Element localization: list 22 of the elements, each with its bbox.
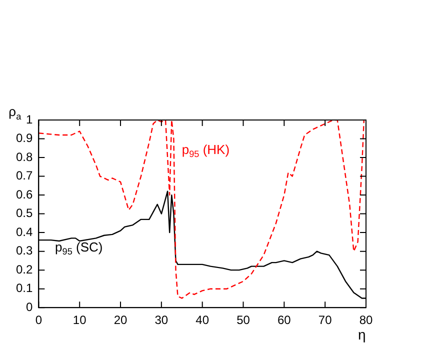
x-tick-label: 70 (318, 313, 332, 328)
y-tick-label: 0.8 (16, 150, 33, 164)
y-tick-label: 0.6 (16, 187, 33, 202)
x-tick-label: 10 (72, 313, 87, 328)
x-tick-label: 60 (277, 313, 292, 328)
y-tick-label: 0.4 (16, 224, 33, 239)
x-tick-label: 30 (154, 313, 168, 328)
x-tick-label: 50 (236, 313, 250, 328)
y-tick-label: 0.7 (16, 168, 33, 183)
y-tick-label: 0.5 (16, 206, 33, 220)
y-tick-label: 0.1 (16, 281, 33, 296)
x-tick-label: 0 (35, 313, 42, 328)
x-tick-label: 40 (196, 313, 210, 328)
x-axis-title: η (358, 326, 366, 343)
y-tick-label: 0.3 (16, 244, 33, 258)
x-tick-label: 80 (359, 313, 373, 328)
y-tick-label: 1 (26, 112, 33, 126)
y-tick-label: 0.9 (16, 131, 33, 146)
y-tick-label: 0.2 (16, 262, 33, 276)
x-tick-label: 20 (114, 313, 128, 328)
y-tick-label: 0 (26, 300, 33, 314)
line-series (38, 120, 365, 299)
